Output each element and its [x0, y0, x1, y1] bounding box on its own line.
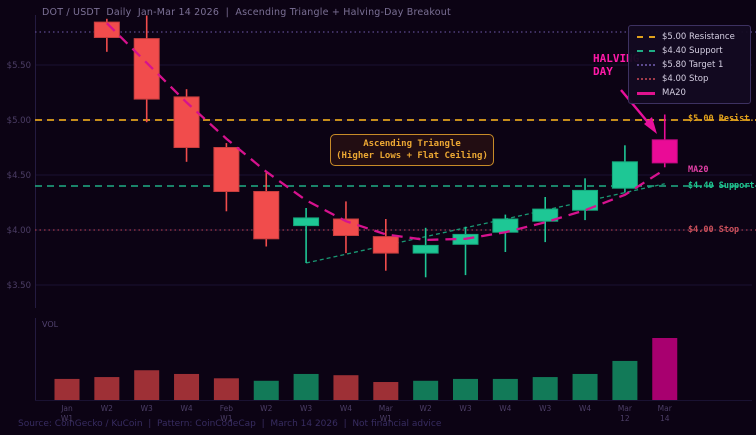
x-tick-label: Jan: [60, 404, 73, 413]
x-tick-label: Mar: [658, 404, 673, 413]
candle-body-bull: [492, 218, 519, 233]
support-line-swatch: [637, 50, 655, 52]
x-tick-label: Feb: [220, 404, 234, 413]
candle-body-bull: [611, 161, 638, 189]
right-label-ma20: MA20: [688, 165, 709, 175]
y-tick-label: $4.50: [7, 171, 31, 181]
x-tick-label: W4: [579, 404, 591, 413]
y-tick-label: $5.50: [7, 61, 31, 71]
x-tick-label: 14: [660, 414, 670, 423]
legend-label: $4.00 Stop: [662, 74, 709, 84]
annotation-line2: (Higher Lows + Flat Ceiling): [336, 151, 488, 161]
volume-bar: [373, 382, 399, 400]
halving-arrow-shaft: [620, 89, 652, 127]
halving-line1: HALVING: [593, 52, 640, 65]
volume-bar: [612, 360, 638, 400]
ascending-trendline: [305, 183, 665, 264]
candle-body-bear: [213, 147, 240, 192]
candle-body-bull: [293, 217, 320, 227]
ascending-triangle-annotation: Ascending Triangle (Higher Lows + Flat C…: [330, 134, 494, 166]
volume-bar: [492, 378, 518, 400]
volume-bar: [572, 373, 598, 400]
ma20-line-swatch: [637, 91, 655, 95]
candle-body-bear: [253, 191, 280, 240]
x-tick-label: W3: [141, 404, 153, 413]
halving-line2: DAY: [593, 65, 613, 78]
x-tick-label: 12: [620, 414, 630, 423]
y-tick-label: $4.00: [7, 226, 31, 236]
y-tick-label: $5.00: [7, 116, 31, 126]
x-tick-label: W1: [61, 414, 73, 423]
right-label-resistance: $5.00 Resist.: [688, 114, 755, 124]
volume-bar: [174, 373, 200, 400]
volume-bar: [94, 377, 120, 400]
volume-bar: [253, 380, 279, 400]
x-tick-label: W2: [260, 404, 272, 413]
volume-bar: [532, 377, 558, 400]
legend-item-ma20: MA20: [629, 86, 750, 100]
legend-label: $5.00 Resistance: [662, 32, 735, 42]
x-tick-label: W2: [101, 404, 113, 413]
candle-body-bear: [93, 21, 120, 38]
x-tick-label: W3: [539, 404, 551, 413]
candle-body-bull: [412, 244, 439, 254]
right-label-stop: $4.00 Stop: [688, 225, 740, 235]
candle-body-bull: [532, 208, 559, 222]
x-tick-label: W1: [380, 414, 392, 423]
legend-label: $4.40 Support: [662, 46, 723, 56]
x-tick-label: W4: [180, 404, 192, 413]
candle-body-bear: [372, 236, 399, 254]
volume-bar: [333, 375, 359, 400]
x-tick-label: W4: [340, 404, 352, 413]
source-footer: Source: CoinGecko / KuCoin | Pattern: Co…: [18, 419, 442, 429]
candle-body-bear: [133, 38, 160, 100]
legend-label: MA20: [662, 88, 686, 98]
x-tick-label: W2: [420, 404, 432, 413]
legend-item-support: $4.40 Support: [629, 44, 750, 58]
legend-item-target: $5.80 Target 1: [629, 58, 750, 72]
chart-title: DOT / USDT Daily Jan-Mar 14 2026 | Ascen…: [42, 7, 451, 18]
candle-body-bull: [572, 189, 599, 211]
right-label-support: $4.40 Support: [688, 181, 755, 191]
stop-line-swatch: [637, 78, 655, 80]
target-line-swatch: [637, 64, 655, 66]
x-tick-label: W3: [300, 404, 312, 413]
x-tick-label: W4: [499, 404, 511, 413]
volume-bar: [54, 378, 80, 400]
volume-bar: [652, 338, 678, 400]
legend-item-stop: $4.00 Stop: [629, 72, 750, 86]
volume-bar: [413, 380, 439, 400]
volume-bar: [453, 378, 478, 400]
legend-item-resistance: $5.00 Resistance: [629, 30, 750, 44]
candle-body-breakout: [651, 139, 678, 164]
x-tick-label: W3: [459, 404, 471, 413]
candle-body-bear: [332, 218, 359, 236]
resistance-line-swatch: [637, 36, 655, 38]
volume-bar: [134, 370, 160, 400]
candle-body-bear: [173, 96, 200, 148]
x-tick-label: Mar: [379, 404, 394, 413]
x-tick-label: Mar: [618, 404, 633, 413]
x-tick-label: W1: [220, 414, 232, 423]
legend-label: $5.80 Target 1: [662, 60, 724, 70]
volume-bar: [293, 373, 319, 400]
volume-panel-label: VOL: [42, 320, 59, 329]
legend: $5.00 Resistance $4.40 Support $5.80 Tar…: [628, 25, 751, 104]
volume-bar: [213, 378, 239, 400]
y-tick-label: $3.50: [7, 281, 31, 291]
halving-day-label: HALVING DAY: [593, 52, 639, 78]
annotation-line1: Ascending Triangle: [363, 139, 461, 149]
halving-arrow-head: [644, 117, 657, 134]
ma20-line: [106, 22, 666, 242]
